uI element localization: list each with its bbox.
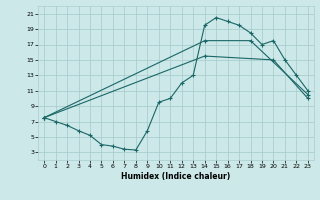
X-axis label: Humidex (Indice chaleur): Humidex (Indice chaleur) [121,172,231,181]
